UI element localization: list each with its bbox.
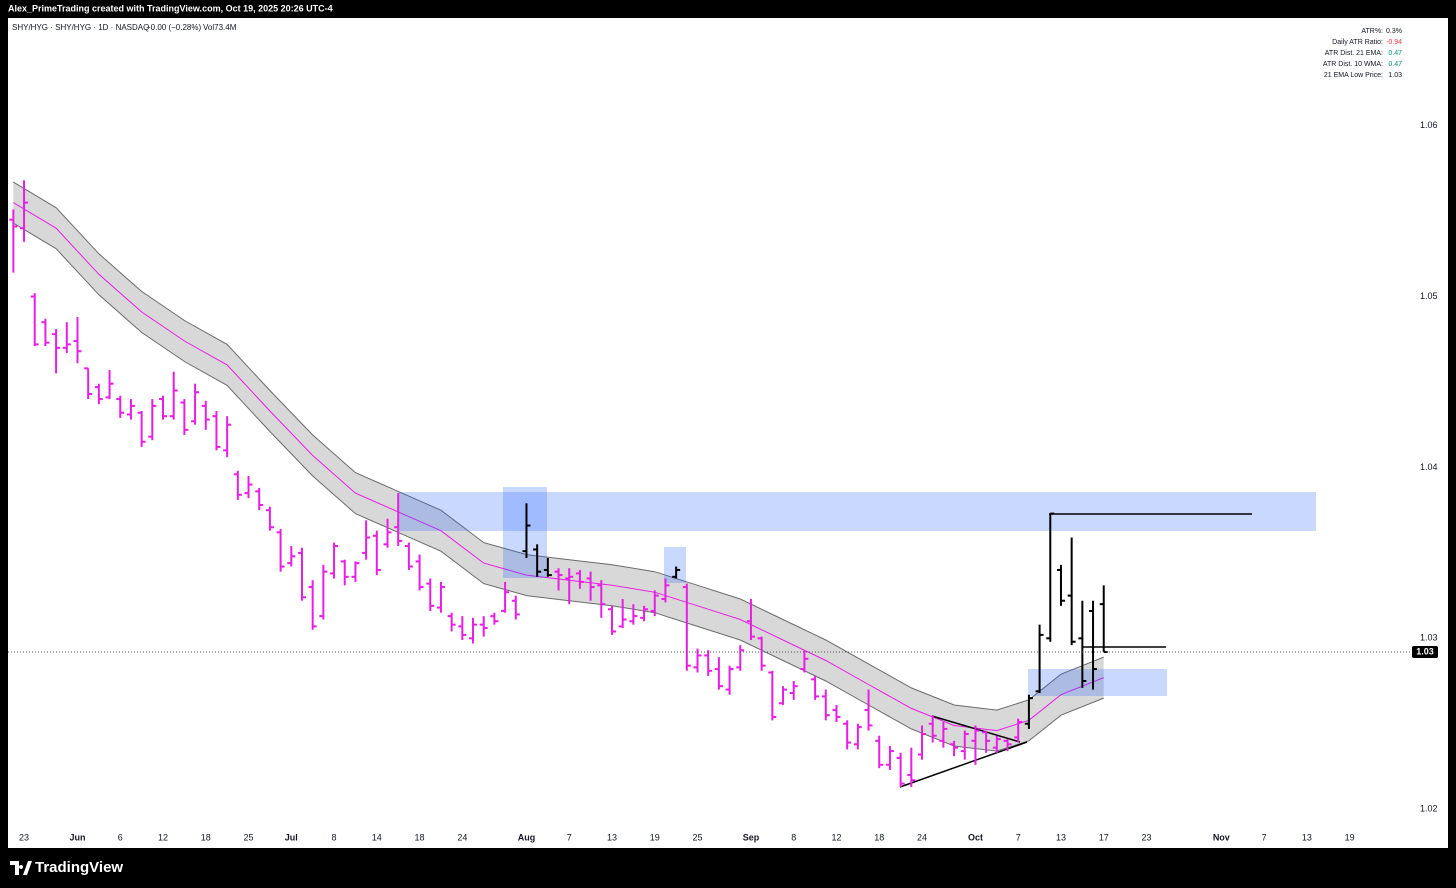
x-tick-label: 8 — [791, 832, 796, 842]
x-tick-label: 7 — [567, 832, 572, 842]
x-tick-label: 14 — [372, 832, 382, 842]
zone-box — [503, 487, 547, 578]
x-tick-label: Jun — [69, 832, 85, 842]
axes-layer: 1.02 1.03 1.04 1.05 1.06 23 Jun 6 12 18 25 Jul 8 14 18… — [8, 28, 1438, 842]
x-tick-label: 19 — [650, 832, 660, 842]
stat-value: -0.94 — [1386, 39, 1402, 46]
stat-value: 1.03 — [1388, 72, 1402, 79]
x-tick-label: Nov — [1213, 832, 1230, 842]
legend-title: SHY/HYG · SHY/HYG · 1D · NASDAQ — [12, 23, 149, 32]
x-tick-label: 6 — [118, 832, 123, 842]
stat-value: 0.47 — [1388, 50, 1402, 57]
zone-box — [1028, 669, 1167, 696]
x-tick-label: 17 — [1099, 832, 1109, 842]
chart-area — [8, 18, 1448, 848]
x-tick-label: 13 — [1302, 832, 1312, 842]
stat-value: 0.47 — [1388, 61, 1402, 68]
bars-layer — [9, 180, 1108, 787]
zone-box — [398, 492, 1316, 531]
zone-box — [664, 547, 686, 583]
x-tick-label: 13 — [1056, 832, 1066, 842]
x-tick-label: 7 — [1016, 832, 1021, 842]
legend-change: −0.00 (−0.28%) — [146, 23, 201, 32]
x-tick-label: 23 — [19, 832, 29, 842]
x-tick-label: 24 — [917, 832, 927, 842]
x-tick-label: Sep — [743, 832, 760, 842]
x-tick-label: Aug — [518, 832, 536, 842]
footer: TradingView — [10, 859, 123, 876]
x-tick-label: 18 — [415, 832, 425, 842]
x-tick-label: 18 — [874, 832, 884, 842]
x-tick-label: 23 — [1141, 832, 1151, 842]
ema-upper-line — [13, 181, 1104, 711]
legend-volume: Vol73.4M — [203, 23, 237, 32]
x-tick-label: 25 — [244, 832, 254, 842]
x-tick-label: 24 — [457, 832, 467, 842]
x-tick-label: 7 — [1262, 832, 1267, 842]
x-tick-label: Oct — [968, 832, 983, 842]
stat-label: Daily ATR Ratio: — [1332, 39, 1383, 46]
y-tick-label: 1.02 — [1420, 804, 1438, 814]
stat-label: ATR Dist. 21 EMA: — [1325, 50, 1383, 57]
y-tick-label: 1.03 — [1420, 633, 1438, 643]
last-price-box — [1412, 645, 1438, 658]
x-tick-label: 25 — [693, 832, 703, 842]
x-tick-label: 12 — [831, 832, 841, 842]
header: Alex_PrimeTrading created with TradingVi… — [8, 3, 333, 13]
x-tick-label: 13 — [607, 832, 617, 842]
drawings — [398, 487, 1316, 788]
stat-label: ATR%: — [1361, 28, 1383, 35]
stat-value: 0.3% — [1386, 28, 1402, 35]
brand: TradingView — [35, 859, 123, 876]
last-price-label: 1.03 — [1416, 646, 1434, 656]
x-tick-label: 19 — [1345, 832, 1355, 842]
stat-label: 21 EMA Low Price: — [1324, 72, 1383, 79]
x-tick-label: 12 — [158, 832, 168, 842]
x-tick-label: 18 — [201, 832, 211, 842]
x-tick-label: Jul — [285, 832, 298, 842]
y-tick-label: 1.04 — [1420, 462, 1438, 472]
y-tick-label: 1.05 — [1420, 291, 1438, 301]
stat-label: ATR Dist. 10 WMA: — [1323, 61, 1383, 68]
y-tick-label: 1.06 — [1420, 120, 1438, 130]
trend-line — [899, 741, 1028, 788]
brand-logo — [10, 861, 32, 875]
x-tick-label: 8 — [332, 832, 337, 842]
